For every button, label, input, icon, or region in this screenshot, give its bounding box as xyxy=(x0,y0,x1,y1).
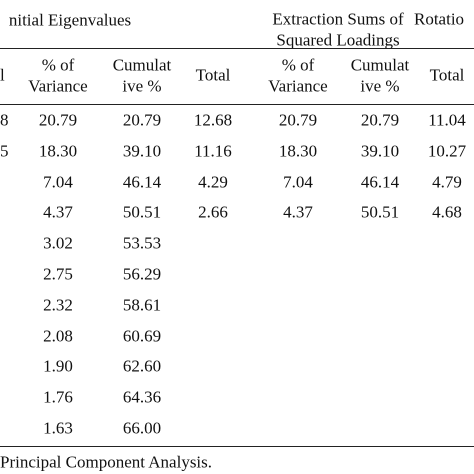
group-header: nitial Eigenvalues xyxy=(8,10,132,30)
cell: 7.04 xyxy=(43,172,73,192)
cell: 60.69 xyxy=(122,326,162,346)
cell: 11.04 xyxy=(428,110,466,130)
cell: 64.36 xyxy=(122,387,162,407)
column-header: % of xyxy=(41,55,75,75)
column-header: Cumulat xyxy=(112,55,172,75)
cell: 46.14 xyxy=(360,172,400,192)
column-header: Total xyxy=(195,65,231,85)
cell: 2.32 xyxy=(43,295,73,315)
column-header: Variance xyxy=(268,76,328,96)
cell: 12.68 xyxy=(193,110,233,130)
cell: 4.68 xyxy=(432,202,462,222)
column-header: ive % xyxy=(122,76,162,96)
cell: 11.16 xyxy=(194,141,232,161)
cell: 1.63 xyxy=(43,418,73,438)
cell: 2.08 xyxy=(43,326,73,346)
cell: 4.79 xyxy=(432,172,462,192)
cell: 20.79 xyxy=(278,110,318,130)
cell: 5 xyxy=(0,141,9,161)
column-header: Variance xyxy=(28,76,88,96)
cell: 20.79 xyxy=(38,110,78,130)
cell: 18.30 xyxy=(38,141,78,161)
cell: 20.79 xyxy=(360,110,400,130)
cell: 50.51 xyxy=(122,202,162,222)
cell: 8 xyxy=(0,110,9,130)
cell: 4.37 xyxy=(43,202,73,222)
cell: 1.90 xyxy=(43,356,73,376)
cell: 1.76 xyxy=(43,387,73,407)
column-header: Total xyxy=(429,65,465,85)
column-header: % of xyxy=(281,55,315,75)
cell: 66.00 xyxy=(122,418,162,438)
column-header: l xyxy=(0,65,5,85)
cell: 7.04 xyxy=(283,172,313,192)
group-header: Rotatio xyxy=(414,9,465,29)
group-header: Extraction Sums of xyxy=(272,9,404,29)
cell: 58.61 xyxy=(122,295,162,315)
cell: 53.53 xyxy=(122,233,162,253)
cell: 3.02 xyxy=(43,233,73,253)
cell: 4.37 xyxy=(283,202,313,222)
cell: 10.27 xyxy=(427,141,467,161)
rule xyxy=(0,104,474,105)
cell: 62.60 xyxy=(122,356,162,376)
cell: 39.10 xyxy=(360,141,400,161)
cell: 4.29 xyxy=(198,172,228,192)
cell: 20.79 xyxy=(122,110,162,130)
group-header: Squared Loadings xyxy=(276,30,400,50)
column-header: ive % xyxy=(360,76,400,96)
cell: 39.10 xyxy=(122,141,162,161)
cell: 2.66 xyxy=(198,202,228,222)
cell: 50.51 xyxy=(360,202,400,222)
rule xyxy=(0,48,474,49)
cell: 46.14 xyxy=(122,172,162,192)
cell: 56.29 xyxy=(122,264,162,284)
cell: 18.30 xyxy=(278,141,318,161)
column-header: Cumulat xyxy=(350,55,410,75)
cell: 2.75 xyxy=(43,264,73,284)
footer-note: Principal Component Analysis. xyxy=(0,452,213,472)
rule xyxy=(0,446,474,447)
